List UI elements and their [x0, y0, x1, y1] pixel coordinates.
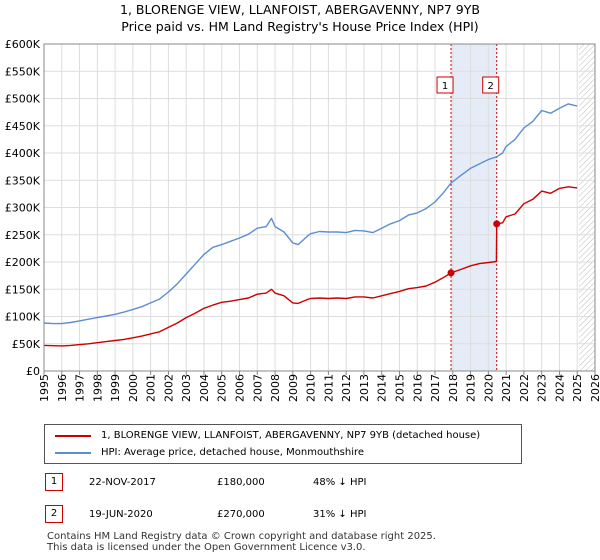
footer: Contains HM Land Registry data © Crown c…: [47, 531, 436, 553]
sale-label: 2: [488, 81, 494, 92]
y-tick-label: £350K: [5, 174, 41, 187]
legend-hpi-label: HPI: Average price, detached house, Monm…: [101, 447, 365, 458]
transaction-price: £270,000: [217, 509, 265, 520]
y-tick-label: £200K: [5, 256, 41, 269]
property-line-swatch: [55, 435, 91, 437]
chart-subtitle: Price paid vs. HM Land Registry's House …: [121, 19, 479, 34]
y-tick-label: £300K: [5, 202, 41, 215]
x-tick-label: 2016: [411, 374, 424, 402]
x-tick-label: 2014: [376, 374, 389, 402]
transaction-hpi-diff: 31% ↓ HPI: [313, 509, 367, 520]
x-tick-label: 2008: [269, 374, 282, 402]
x-tick-label: 2025: [571, 374, 584, 402]
transaction-marker: 2: [45, 505, 63, 523]
sale-label-box: [482, 76, 500, 94]
x-tick-label: 2013: [358, 374, 371, 402]
y-tick-label: £500K: [5, 93, 41, 106]
y-tick-label: £250K: [5, 229, 41, 242]
y-tick-label: £150K: [5, 283, 41, 296]
x-tick-label: 2017: [429, 374, 442, 402]
legend: 1, BLORENGE VIEW, LLANFOIST, ABERGAVENNY…: [44, 424, 522, 464]
sale-label: 1: [442, 81, 448, 92]
transaction-price: £180,000: [217, 477, 265, 488]
price-chart: 1 2 £0 £50K £100K £150K £200K £250K £300K £350K £4…: [5, 38, 600, 402]
x-tick-label: 1999: [109, 374, 122, 402]
property-price-line: [43, 186, 578, 347]
y-tick-label: £600K: [5, 38, 41, 51]
x-tick-label: 1998: [91, 374, 104, 402]
y-tick-label: £100K: [5, 311, 41, 324]
y-tick-label: £550K: [5, 65, 41, 78]
x-tick-label: 2012: [340, 374, 353, 402]
x-tick-label: 2002: [162, 374, 175, 402]
footer-copyright: Contains HM Land Registry data © Crown c…: [47, 531, 436, 542]
transaction-date: 19-JUN-2020: [89, 509, 153, 520]
x-tick-label: 2019: [465, 374, 478, 402]
chart-title: 1, BLORENGE VIEW, LLANFOIST, ABERGAVENNY…: [120, 2, 480, 17]
sale-label-box: [436, 76, 454, 94]
x-tick-label: 2022: [518, 374, 531, 402]
legend-property-label: 1, BLORENGE VIEW, LLANFOIST, ABERGAVENNY…: [101, 430, 481, 441]
transaction-hpi-diff: 48% ↓ HPI: [313, 477, 367, 488]
footer-licence: This data is licensed under the Open Gov…: [47, 542, 366, 553]
y-tick-label: £50K: [12, 338, 41, 351]
x-tick-label: 2026: [589, 374, 600, 402]
x-tick-label: 1996: [56, 374, 69, 402]
x-tick-label: 2007: [251, 374, 264, 402]
x-tick-label: 2003: [180, 374, 193, 402]
sale-point: [447, 269, 455, 277]
x-tick-label: 2020: [482, 374, 495, 402]
transaction-marker: 1: [45, 473, 63, 491]
x-tick-label: 2018: [447, 374, 460, 402]
hpi-line-swatch: [55, 452, 91, 454]
hpi-line: [43, 103, 578, 325]
plot-frame: [43, 43, 596, 372]
x-tick-label: 2024: [553, 374, 566, 402]
x-tick-label: 2015: [393, 374, 406, 402]
x-tick-label: 1997: [74, 374, 87, 402]
sale-point: [493, 220, 501, 228]
x-tick-label: 2023: [536, 374, 549, 402]
x-tick-label: 1995: [38, 374, 51, 402]
x-tick-label: 2001: [145, 374, 158, 402]
y-tick-label: £400K: [5, 147, 41, 160]
x-tick-label: 2010: [305, 374, 318, 402]
x-tick-label: 2021: [500, 374, 513, 402]
x-tick-label: 2004: [198, 374, 211, 402]
y-tick-label: £0: [26, 365, 40, 378]
x-tick-label: 2000: [127, 374, 140, 402]
x-tick-label: 2011: [322, 374, 335, 402]
x-tick-label: 2005: [216, 374, 229, 402]
y-tick-label: £450K: [5, 120, 41, 133]
transaction-date: 22-NOV-2017: [89, 477, 156, 488]
x-tick-label: 2009: [287, 374, 300, 402]
x-tick-label: 2006: [234, 374, 247, 402]
